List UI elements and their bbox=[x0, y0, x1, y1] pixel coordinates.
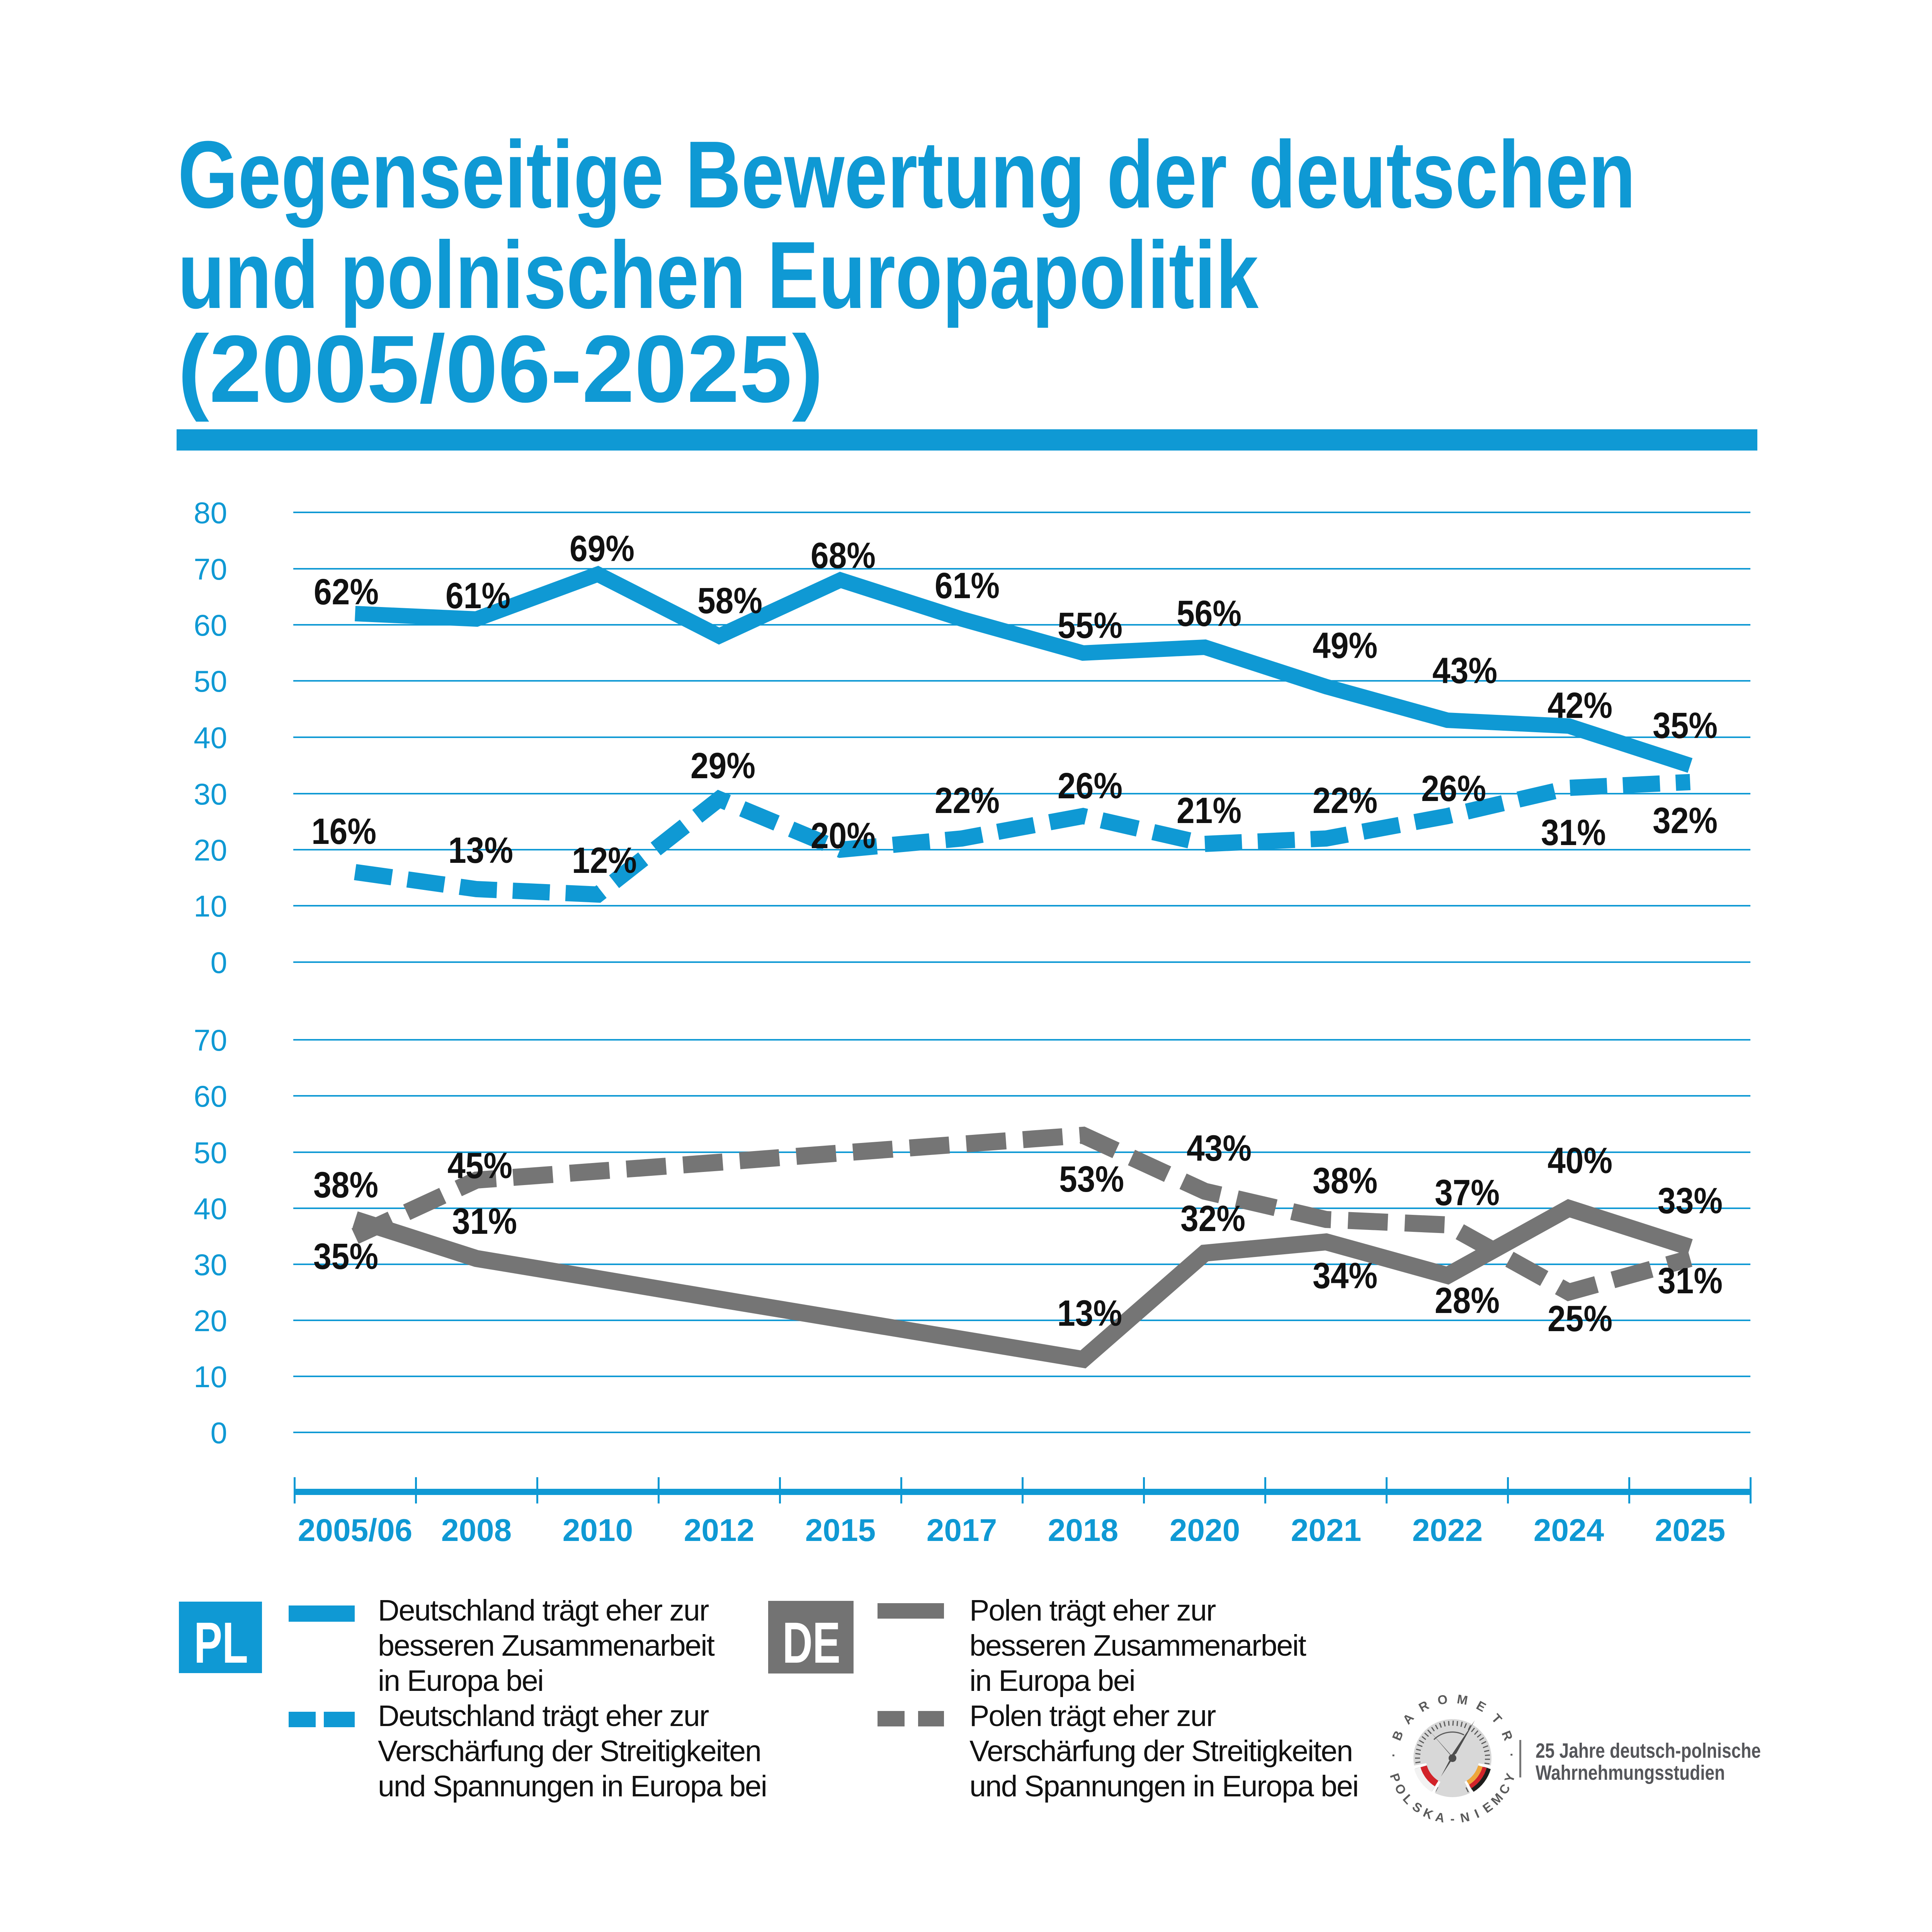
svg-text:0: 0 bbox=[211, 1416, 227, 1450]
svg-text:70: 70 bbox=[194, 552, 227, 586]
svg-text:13%: 13% bbox=[448, 830, 513, 871]
svg-text:Deutschland trägt eher zur: Deutschland trägt eher zur bbox=[378, 1594, 709, 1627]
svg-text:26%: 26% bbox=[1421, 768, 1486, 809]
svg-text:31%: 31% bbox=[452, 1201, 517, 1242]
svg-text:30: 30 bbox=[194, 777, 227, 811]
svg-text:30: 30 bbox=[194, 1248, 227, 1282]
svg-text:13%: 13% bbox=[1057, 1293, 1122, 1334]
svg-text:Polen trägt eher zur: Polen trägt eher zur bbox=[969, 1594, 1216, 1627]
svg-text:61%: 61% bbox=[935, 565, 1000, 606]
svg-text:·: · bbox=[1505, 1753, 1519, 1758]
svg-text:50: 50 bbox=[194, 1136, 227, 1170]
svg-text:50: 50 bbox=[194, 664, 227, 698]
svg-text:62%: 62% bbox=[314, 571, 379, 612]
svg-text:besseren Zusammenarbeit: besseren Zusammenarbeit bbox=[378, 1629, 714, 1662]
svg-text:61%: 61% bbox=[446, 575, 510, 616]
svg-text:25 Jahre deutsch-polnische: 25 Jahre deutsch-polnische bbox=[1536, 1739, 1761, 1762]
svg-text:20%: 20% bbox=[811, 815, 876, 856]
svg-text:58%: 58% bbox=[697, 580, 762, 621]
svg-text:53%: 53% bbox=[1059, 1159, 1124, 1200]
svg-text:2017: 2017 bbox=[927, 1513, 997, 1548]
svg-text:O: O bbox=[1436, 1692, 1449, 1708]
svg-text:in Europa bei: in Europa bei bbox=[969, 1664, 1135, 1697]
svg-text:38%: 38% bbox=[1313, 1160, 1378, 1201]
svg-text:Gegenseitige Bewertung der deu: Gegenseitige Bewertung der deutschen bbox=[178, 121, 1636, 228]
svg-text:31%: 31% bbox=[1658, 1260, 1723, 1301]
svg-text:21%: 21% bbox=[1177, 790, 1242, 831]
svg-text:2015: 2015 bbox=[805, 1513, 876, 1548]
svg-text:-: - bbox=[1451, 1811, 1455, 1826]
svg-text:und polnischen Europapolitik: und polnischen Europapolitik bbox=[178, 222, 1259, 328]
svg-text:2025: 2025 bbox=[1655, 1513, 1725, 1548]
svg-text:2018: 2018 bbox=[1048, 1513, 1118, 1548]
svg-text:Wahrnehmungsstudien: Wahrnehmungsstudien bbox=[1536, 1761, 1725, 1784]
svg-text:10: 10 bbox=[194, 1360, 227, 1394]
svg-text:70: 70 bbox=[194, 1023, 227, 1057]
svg-text:60: 60 bbox=[194, 1079, 227, 1113]
svg-text:26%: 26% bbox=[1058, 765, 1122, 806]
svg-text:68%: 68% bbox=[811, 535, 876, 576]
svg-text:32%: 32% bbox=[1180, 1198, 1245, 1239]
svg-text:42%: 42% bbox=[1548, 685, 1612, 726]
svg-text:49%: 49% bbox=[1313, 625, 1378, 666]
svg-text:40: 40 bbox=[194, 1192, 227, 1226]
svg-text:32%: 32% bbox=[1653, 800, 1718, 841]
svg-text:12%: 12% bbox=[572, 840, 637, 881]
svg-text:2010: 2010 bbox=[563, 1513, 633, 1548]
svg-text:·: · bbox=[1386, 1753, 1401, 1758]
svg-text:0: 0 bbox=[211, 946, 227, 980]
svg-text:35%: 35% bbox=[313, 1236, 378, 1277]
svg-text:16%: 16% bbox=[311, 811, 376, 852]
svg-text:in Europa bei: in Europa bei bbox=[378, 1664, 543, 1697]
svg-text:56%: 56% bbox=[1177, 593, 1242, 634]
svg-text:2012: 2012 bbox=[684, 1513, 754, 1548]
svg-text:22%: 22% bbox=[1313, 780, 1378, 821]
svg-text:31%: 31% bbox=[1541, 812, 1606, 853]
svg-text:2024: 2024 bbox=[1534, 1513, 1604, 1548]
svg-text:besseren Zusammenarbeit: besseren Zusammenarbeit bbox=[969, 1629, 1306, 1662]
svg-text:2021: 2021 bbox=[1291, 1513, 1361, 1548]
svg-text:60: 60 bbox=[194, 608, 227, 642]
svg-text:Verschärfung der Streitigkeite: Verschärfung der Streitigkeiten bbox=[378, 1735, 761, 1768]
svg-text:(2005/06-2025): (2005/06-2025) bbox=[178, 316, 823, 422]
svg-text:20: 20 bbox=[194, 1304, 227, 1338]
svg-text:37%: 37% bbox=[1435, 1172, 1500, 1213]
svg-text:34%: 34% bbox=[1313, 1255, 1378, 1296]
svg-text:43%: 43% bbox=[1187, 1128, 1252, 1169]
svg-text:55%: 55% bbox=[1058, 605, 1122, 646]
svg-text:40%: 40% bbox=[1548, 1140, 1612, 1181]
svg-text:69%: 69% bbox=[570, 528, 634, 569]
svg-text:2008: 2008 bbox=[441, 1513, 512, 1548]
svg-text:20: 20 bbox=[194, 833, 227, 867]
svg-text:33%: 33% bbox=[1658, 1180, 1723, 1221]
svg-text:2005/06: 2005/06 bbox=[298, 1513, 412, 1548]
svg-text:29%: 29% bbox=[690, 745, 755, 786]
svg-text:PL: PL bbox=[194, 1610, 248, 1675]
svg-text:Verschärfung der Streitigkeite: Verschärfung der Streitigkeiten bbox=[969, 1735, 1352, 1768]
svg-text:DE: DE bbox=[782, 1610, 840, 1675]
svg-text:28%: 28% bbox=[1435, 1280, 1500, 1321]
svg-text:45%: 45% bbox=[447, 1145, 512, 1186]
svg-text:25%: 25% bbox=[1548, 1298, 1612, 1339]
svg-text:und Spannungen in Europa bei: und Spannungen in Europa bei bbox=[378, 1770, 767, 1803]
svg-text:35%: 35% bbox=[1653, 705, 1718, 746]
svg-text:80: 80 bbox=[194, 496, 227, 530]
svg-text:43%: 43% bbox=[1432, 650, 1497, 691]
svg-text:22%: 22% bbox=[935, 780, 1000, 821]
svg-text:2022: 2022 bbox=[1412, 1513, 1483, 1548]
svg-text:Deutschland trägt eher zur: Deutschland trägt eher zur bbox=[378, 1699, 709, 1733]
svg-text:38%: 38% bbox=[313, 1165, 378, 1206]
svg-text:M: M bbox=[1456, 1692, 1469, 1708]
svg-text:10: 10 bbox=[194, 889, 227, 923]
svg-text:40: 40 bbox=[194, 721, 227, 755]
svg-text:2020: 2020 bbox=[1170, 1513, 1240, 1548]
svg-text:Polen trägt eher zur: Polen trägt eher zur bbox=[969, 1699, 1216, 1733]
svg-text:und Spannungen in Europa bei: und Spannungen in Europa bei bbox=[969, 1770, 1358, 1803]
